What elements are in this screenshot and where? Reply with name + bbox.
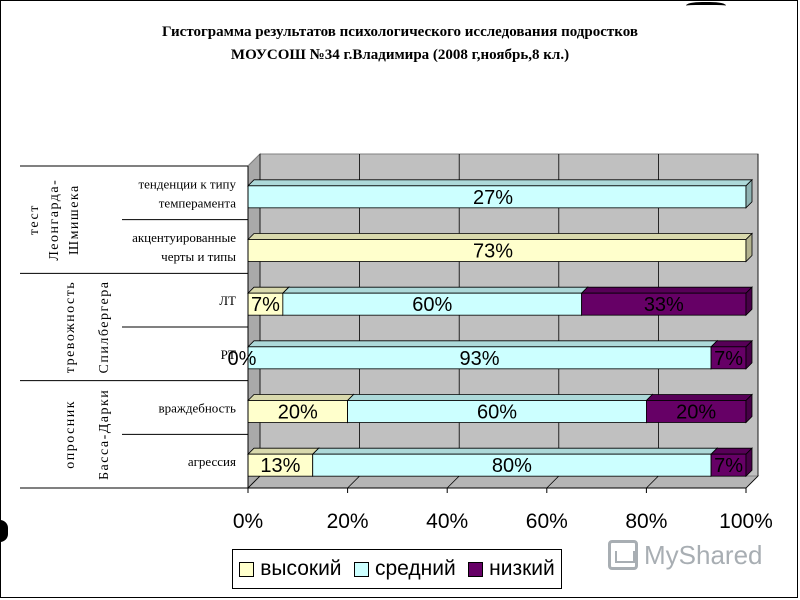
bar-top-r4-s0 — [247, 394, 355, 401]
legend-item-medium: средний — [353, 557, 456, 581]
legend-swatch-medium — [353, 561, 369, 577]
category-label-r0-l0: тенденции к типу — [138, 176, 236, 191]
value-label-r5-s0: 13% — [260, 455, 300, 477]
legend-item-low: низкий — [468, 557, 555, 581]
bar-side-r4-s2 — [745, 393, 753, 424]
legend-label-low: низкий — [489, 557, 555, 580]
group-label-g2-l1: Басса-Дарки — [97, 389, 112, 480]
x-tick-labels: 0% 20% 40% 60% 80% 100% — [233, 510, 773, 533]
value-label-r3-s2: 7% — [714, 348, 743, 370]
bar-top-r2-s2 — [580, 286, 753, 294]
bar-top-r1-s0 — [247, 233, 753, 240]
x-tick-label-2: 40% — [426, 510, 468, 533]
bar-top-r5-s1 — [311, 447, 719, 455]
legend-swatch-high — [239, 561, 255, 577]
value-label-r2-s1: 60% — [412, 294, 452, 316]
bar-top-r0-s1 — [247, 179, 753, 187]
watermark-logo: MyShared — [608, 538, 768, 572]
category-label-r3-l0: РТ — [221, 347, 236, 362]
legend-label-high: высокий — [260, 557, 342, 580]
gridline-floor-2 — [446, 475, 460, 489]
bar-side-r5-s2 — [745, 447, 753, 478]
x-tick-label-5: 100% — [719, 510, 773, 533]
bar-top-r3-s2 — [710, 340, 753, 348]
value-label-r2-s2: 33% — [644, 294, 684, 316]
x-tick-label-3: 60% — [526, 510, 568, 533]
category-label-r4-l0: враждебность — [158, 401, 236, 416]
chart-title-line-1: Гистограмма результатов психологического… — [162, 24, 638, 40]
value-label-r3-s1: 93% — [460, 348, 500, 370]
value-label-r2-s0: 7% — [251, 294, 280, 316]
bar-side-r0-s1 — [745, 178, 753, 209]
category-label-r5-l0: агрессия — [188, 454, 236, 469]
value-label-r1-s0: 73% — [473, 241, 513, 263]
gridline-floor-3 — [546, 475, 560, 489]
bar-top-r3-s1 — [247, 340, 719, 348]
group-label-g0-l0: тест — [27, 204, 42, 235]
value-label-r4-s2: 20% — [676, 402, 716, 424]
decorative-left-stroke — [0, 520, 8, 542]
bar-side-r3-s2 — [745, 339, 753, 370]
category-label-r1-l0: акцентуированные — [132, 230, 236, 245]
value-labels: 27% 73% 7% 60% 33% 0% 93% 7% 20% 60% 20% 13% 80% 7% — [228, 187, 744, 477]
value-label-r5-s2: 7% — [714, 455, 743, 477]
value-label-r3-s0: 0% — [228, 348, 257, 370]
group-label-g0-l2: Шмишека — [67, 184, 82, 255]
bar-top-r5-s2 — [710, 447, 753, 455]
watermark-text: MyShared — [644, 539, 763, 570]
decorative-top-stroke — [686, 2, 726, 11]
gridline-floor-4 — [646, 475, 659, 489]
category-labels: тенденции к типу темперамента акцентуирова… — [27, 176, 236, 480]
bar-top-r4-s2 — [645, 394, 753, 401]
value-label-r0-s1: 27% — [473, 187, 513, 209]
value-label-r4-s1: 60% — [477, 402, 517, 424]
gridline-floor-0 — [247, 475, 261, 489]
axes — [20, 165, 747, 493]
group-label-g1-l0: тревожность — [63, 281, 78, 373]
group-label-g0-l1: Леонгарда- — [47, 179, 62, 261]
bar-top-r4-s1 — [346, 394, 654, 401]
x-tick-label-0: 0% — [233, 510, 263, 533]
category-label-r1-l1: черты и типы — [161, 249, 236, 264]
chart-title-line-2: МОУСОШ №34 г.Владимира (2008 г,ноябрь,8 … — [230, 47, 570, 63]
plot-floor — [246, 475, 760, 489]
bar-top-r5-s0 — [247, 447, 320, 455]
value-label-r4-s0: 20% — [278, 402, 318, 424]
value-label-r5-s1: 80% — [492, 455, 532, 477]
bar-side-r2-s2 — [745, 286, 753, 317]
category-label-r0-l1: темперамента — [159, 195, 236, 210]
legend: высокий средний низкий — [232, 549, 562, 589]
legend-swatch-low — [468, 561, 484, 577]
presentation-board-icon — [608, 540, 638, 570]
bar-top-r2-s0 — [247, 286, 290, 294]
bar-top-r2-s1 — [281, 286, 589, 294]
legend-item-high: высокий — [239, 557, 342, 581]
legend-label-medium: средний — [374, 557, 456, 580]
group-label-g1-l1: Спилбергера — [97, 281, 112, 374]
group-label-g2-l0: опросник — [63, 400, 78, 469]
gridline-floor-1 — [347, 475, 360, 489]
bar-side-r1-s0 — [745, 232, 753, 263]
x-tick-label-4: 80% — [625, 510, 667, 533]
category-label-r2-l0: ЛТ — [219, 293, 236, 308]
x-tick-label-1: 20% — [327, 510, 369, 533]
gridline-floor-5 — [745, 475, 759, 489]
